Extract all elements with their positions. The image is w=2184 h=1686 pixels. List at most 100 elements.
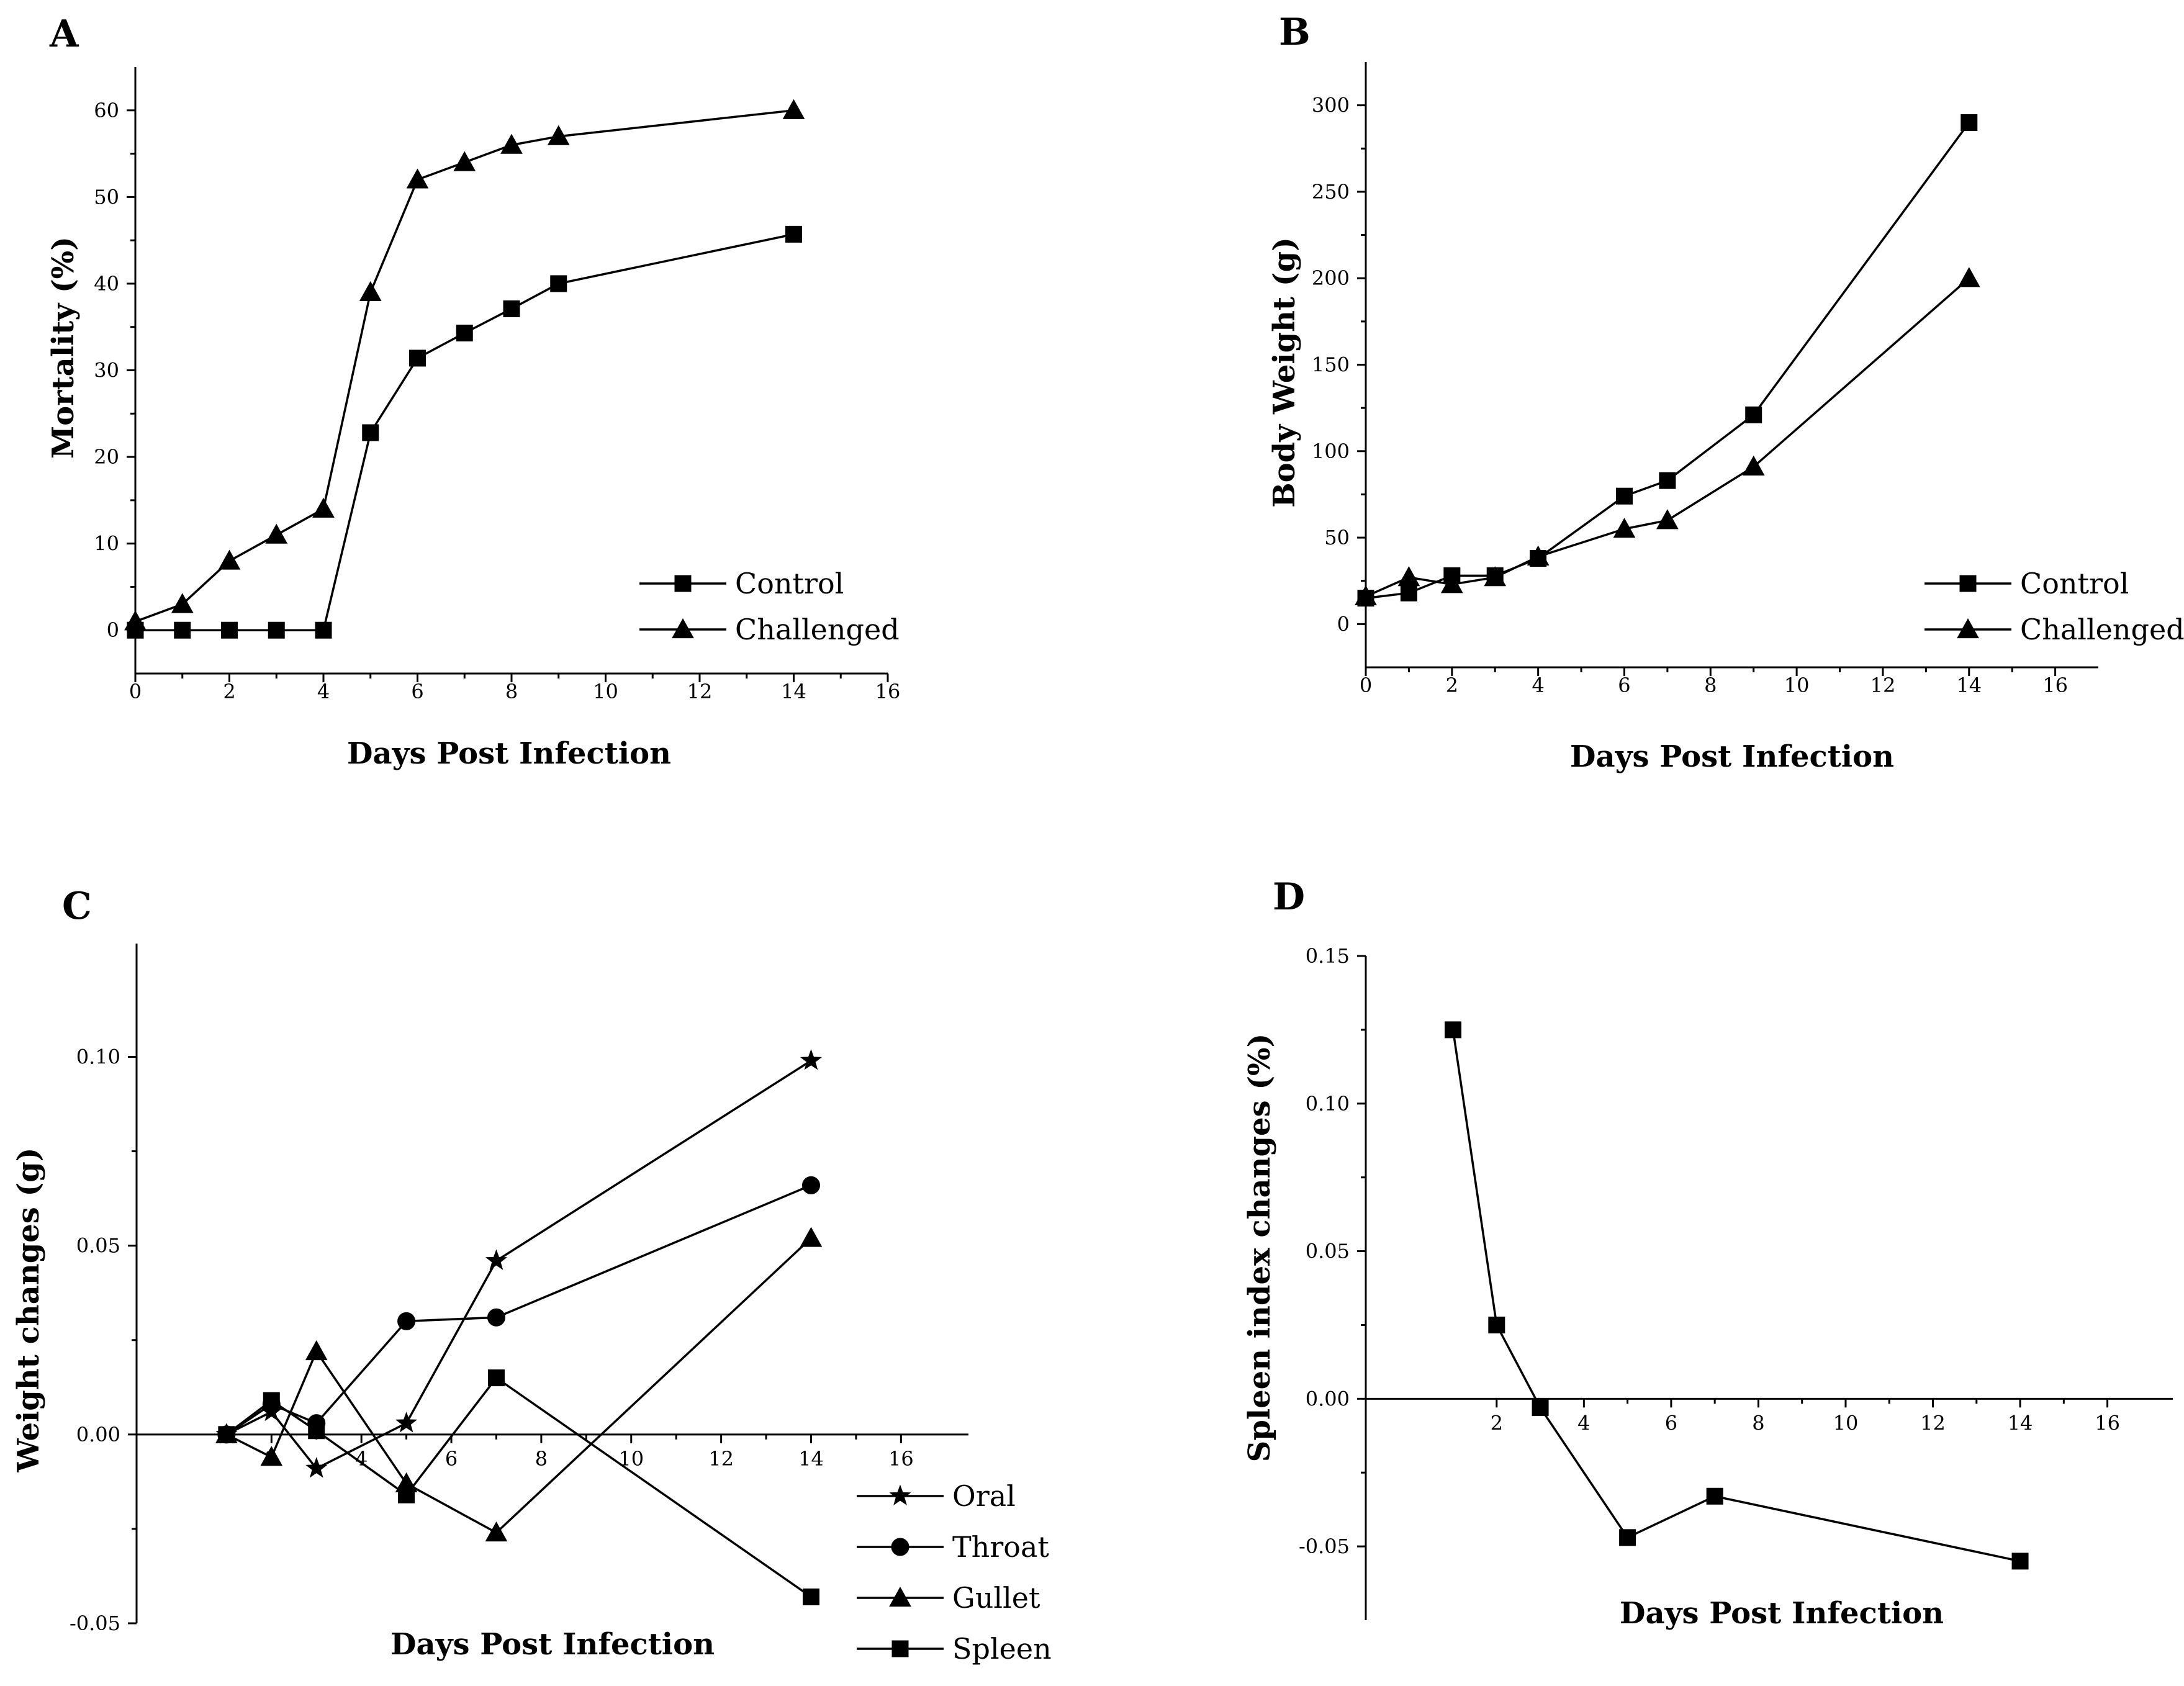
panel-a-legend-challenged-label: Challenged xyxy=(735,613,900,646)
panel-c-spleen-point xyxy=(263,1392,280,1409)
panel-a-challenged-point xyxy=(782,99,805,119)
panel-c-y-tick-label: 0.00 xyxy=(76,1423,120,1446)
panel-a-x-tick-label: 14 xyxy=(781,680,806,703)
panel-d-y-tick-label: 0.10 xyxy=(1306,1092,1350,1116)
panel-c-legend-gullet-label: Gullet xyxy=(952,1581,1040,1615)
panel-b-control-point xyxy=(1745,406,1762,423)
panel-d-chart: D Days Post Infection Spleen index chang… xyxy=(1242,875,2173,1631)
panel-c-y-tick-label: 0.10 xyxy=(76,1045,120,1069)
panel-c-spleen-point xyxy=(308,1422,325,1440)
panel-b-y-tick-label: 100 xyxy=(1312,440,1350,463)
panel-a-x-tick-label: 8 xyxy=(505,680,518,703)
panel-b-y-tick-label: 150 xyxy=(1312,353,1350,377)
panel-b-y-tick-label: 250 xyxy=(1312,180,1350,204)
panel-a-challenged-point xyxy=(453,151,476,171)
panel-a-control-point xyxy=(315,621,332,639)
panel-c-legend-gullet-marker xyxy=(889,1586,911,1607)
panel-c-legend-throat-marker xyxy=(891,1538,909,1556)
panel-a-control-point xyxy=(221,621,238,639)
panel-c-y-tick-label: 0.05 xyxy=(76,1234,120,1258)
panel-a-control-point xyxy=(785,225,802,243)
panel-a-challenged-point xyxy=(124,610,147,631)
panel-d-y-tick-label: 0.05 xyxy=(1306,1240,1350,1263)
panel-a-x-tick-label: 16 xyxy=(875,680,901,703)
panel-a-x-tick-label: 10 xyxy=(593,680,618,703)
panel-c-y-tick-label: -0.05 xyxy=(70,1612,120,1635)
panel-b-challenged-point xyxy=(1613,518,1636,538)
panel-a-challenged-point xyxy=(547,125,570,145)
panel-b-y-tick-label: 0 xyxy=(1337,612,1350,636)
panel-c-throat-point xyxy=(801,1176,820,1194)
panel-a-x-tick-label: 6 xyxy=(411,680,423,703)
panel-c-spleen-point xyxy=(487,1369,505,1387)
panel-d-y-tick-label: 0.00 xyxy=(1306,1387,1350,1410)
panel-c-spleen-point xyxy=(218,1426,235,1443)
panel-a-y-tick-label: 10 xyxy=(94,532,119,556)
panel-b-x-tick-label: 6 xyxy=(1618,674,1630,697)
panel-c-x-axis-title: Days Post Infection xyxy=(390,1627,715,1662)
panel-a-legend-control-label: Control xyxy=(735,567,844,600)
panel-a-challenged-point xyxy=(406,168,429,189)
panel-a-control-point xyxy=(550,275,567,292)
panel-d-y-tick-label: -0.05 xyxy=(1299,1535,1350,1558)
panel-b-y-axis-title: Body Weight (g) xyxy=(1267,237,1302,508)
panel-c-x-tick-label: 14 xyxy=(798,1447,824,1471)
panel-b-legend-challenged-label: Challenged xyxy=(2020,613,2184,646)
panel-d-series-point xyxy=(1532,1399,1549,1417)
panel-b-x-tick-label: 0 xyxy=(1360,674,1372,697)
panel-a-control-point xyxy=(503,300,520,317)
panel-c-gullet-point xyxy=(260,1446,283,1466)
panel-c-x-tick-label: 16 xyxy=(888,1447,914,1471)
panel-c-letter: C xyxy=(62,885,92,928)
panel-c-oral-point xyxy=(800,1049,823,1070)
panel-b-x-tick-label: 2 xyxy=(1446,674,1458,697)
panel-b-x-tick-label: 16 xyxy=(2042,674,2068,697)
panel-d-x-tick-label: 10 xyxy=(1833,1411,1859,1435)
panel-d-series-point xyxy=(1619,1529,1636,1546)
panel-b-control-point xyxy=(1615,487,1633,505)
panel-d-x-tick-label: 12 xyxy=(1920,1411,1946,1435)
panel-a-challenged-point xyxy=(500,133,523,154)
panel-c-legend-oral-label: Oral xyxy=(952,1479,1016,1513)
panel-a-control-point xyxy=(362,424,379,441)
panel-c-oral-point xyxy=(305,1457,328,1478)
panel-a-letter: A xyxy=(49,12,79,56)
panel-b-control-point xyxy=(1961,114,1978,131)
panel-c-x-tick-label: 12 xyxy=(708,1447,734,1471)
panel-b-control-point xyxy=(1400,584,1417,602)
panel-b-y-tick-label: 200 xyxy=(1312,266,1350,290)
panel-d-y-tick-label: 0.15 xyxy=(1306,944,1350,968)
panel-c-oral-line xyxy=(226,1060,812,1470)
panel-a-control-point xyxy=(268,621,285,639)
panel-a-x-tick-label: 4 xyxy=(317,680,330,703)
panel-a-challenged-point xyxy=(359,281,382,301)
panel-c-gullet-point xyxy=(800,1227,823,1247)
panel-b-legend-control-marker xyxy=(1959,575,1977,592)
panel-b-x-axis-title: Days Post Infection xyxy=(1570,739,1894,774)
panel-b-control-point xyxy=(1659,472,1676,489)
panel-c-x-tick-label: 10 xyxy=(618,1447,644,1471)
panel-d-series-line xyxy=(1451,1029,2021,1562)
panel-b-challenged-point xyxy=(1355,585,1377,605)
panel-c-gullet-point xyxy=(485,1521,508,1542)
panel-c-y-axis-title: Weight changes (g) xyxy=(11,1147,46,1472)
panel-b-challenged-point xyxy=(1397,566,1420,587)
panel-b-letter: B xyxy=(1279,11,1311,54)
panel-d-x-tick-label: 6 xyxy=(1665,1411,1677,1435)
panel-c-x-tick-label: 8 xyxy=(535,1447,548,1471)
panel-d-series-point xyxy=(1706,1487,1723,1505)
panel-b-chart: B Days Post Infection Body Weight (g) 0 5… xyxy=(1267,11,2184,774)
panel-b-challenged-point xyxy=(1440,573,1463,593)
panel-a-y-axis-title: Mortality (%) xyxy=(46,237,81,459)
panel-a-x-tick-label: 12 xyxy=(687,680,713,703)
panel-a-x-tick-label: 0 xyxy=(129,680,142,703)
panel-d-x-tick-label: 14 xyxy=(2008,1411,2033,1435)
panel-c-gullet-point xyxy=(305,1340,328,1361)
panel-d-series-point xyxy=(2011,1553,2029,1570)
panel-b-x-tick-label: 12 xyxy=(1870,674,1896,697)
panel-b-x-tick-label: 4 xyxy=(1532,674,1544,697)
panel-a-challenged-point xyxy=(171,593,194,613)
panel-a-y-tick-label: 20 xyxy=(94,445,119,469)
